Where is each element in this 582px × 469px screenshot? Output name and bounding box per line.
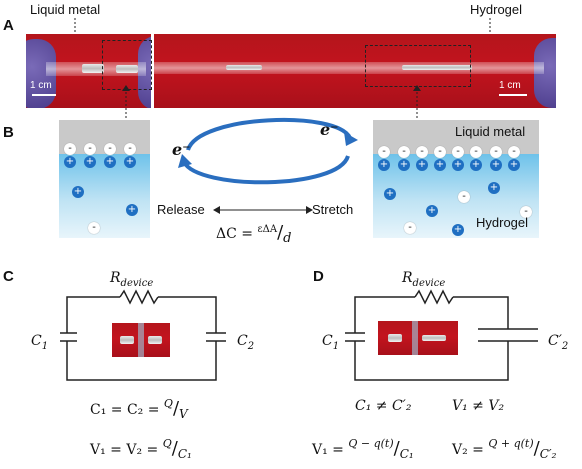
panel-label-a: A bbox=[3, 17, 14, 34]
equation-c1-c2: C₁ = C₂ = Q/V bbox=[90, 397, 188, 421]
positive-ion: + bbox=[434, 159, 446, 171]
positive-ion: + bbox=[488, 182, 500, 194]
negative-ion: - bbox=[508, 146, 520, 158]
hydrogel-label: Hydrogel bbox=[470, 2, 523, 17]
circuit-c bbox=[60, 289, 226, 381]
delta-c-lhs: ΔC = bbox=[216, 226, 258, 242]
negative-ion: - bbox=[470, 146, 482, 158]
positive-ion: + bbox=[104, 156, 116, 168]
device-photo-c bbox=[112, 323, 170, 357]
positive-ion: + bbox=[490, 159, 502, 171]
positive-ion: + bbox=[124, 156, 136, 168]
positive-ion: + bbox=[72, 186, 84, 198]
negative-ion: - bbox=[378, 146, 390, 158]
release-label: Release bbox=[157, 202, 205, 217]
photo-stretched: 1 cm bbox=[154, 34, 556, 108]
zoom-box-right bbox=[365, 45, 471, 87]
panel-label-b: B bbox=[3, 124, 14, 141]
equation-v2-d: V₂ = Q + q(t)/C′₂ bbox=[452, 437, 557, 461]
positive-ion: + bbox=[378, 159, 390, 171]
resistor-label-c: Rdevice bbox=[110, 270, 154, 289]
positive-ion: + bbox=[416, 159, 428, 171]
c1-label-d: C1 bbox=[322, 333, 340, 352]
negative-ion: - bbox=[88, 222, 100, 234]
equation-v1-d: V₁ = Q − q(t)/C₁ bbox=[312, 437, 414, 461]
c2-label-c: C2 bbox=[237, 333, 255, 352]
negative-ion: - bbox=[458, 191, 470, 203]
delta-c-num: εΔA bbox=[257, 224, 278, 235]
negative-ion: - bbox=[398, 146, 410, 158]
scale-bar-label-left: 1 cm bbox=[30, 80, 52, 91]
positive-ion: + bbox=[426, 205, 438, 217]
panel-label-c: C bbox=[3, 268, 14, 285]
negative-ion: - bbox=[452, 146, 464, 158]
negative-ion: - bbox=[84, 143, 96, 155]
negative-ion: - bbox=[520, 206, 532, 218]
panel-label-d: D bbox=[313, 268, 324, 285]
liquid-metal-label-b: Liquid metal bbox=[455, 124, 526, 139]
negative-ion: - bbox=[124, 143, 136, 155]
positive-ion: + bbox=[470, 159, 482, 171]
electron-label-right: e⁻ bbox=[320, 120, 339, 139]
photo-unstretched: 1 cm bbox=[26, 34, 151, 108]
delta-c-den: d bbox=[283, 231, 292, 246]
electron-label-left: e⁻ bbox=[172, 140, 191, 159]
c2-prime-label-d: C′2 bbox=[548, 333, 569, 352]
released-interface-diagram bbox=[59, 120, 150, 238]
positive-ion: + bbox=[398, 159, 410, 171]
positive-ion: + bbox=[64, 156, 76, 168]
positive-ion: + bbox=[126, 204, 138, 216]
liquid-metal-label: Liquid metal bbox=[30, 2, 101, 17]
device-photo-d bbox=[378, 321, 458, 355]
equation-v1-v2: V₁ = V₂ = Q/C₁ bbox=[90, 437, 192, 461]
release-stretch-arrow bbox=[213, 206, 313, 214]
positive-ion: + bbox=[508, 159, 520, 171]
stretch-label: Stretch bbox=[312, 202, 354, 217]
negative-ion: - bbox=[416, 146, 428, 158]
positive-ion: + bbox=[384, 188, 396, 200]
circuit-d bbox=[345, 289, 538, 381]
charge-cycle-arrows bbox=[178, 118, 358, 185]
inequality-v: V₁ ≠ V₂ bbox=[452, 398, 505, 414]
negative-ion: - bbox=[404, 222, 416, 234]
hydrogel-label-b: Hydrogel bbox=[476, 215, 529, 230]
c1-label-c: C1 bbox=[31, 333, 49, 352]
zoom-connectors bbox=[122, 85, 421, 121]
inequality-c: C₁ ≠ C′₂ bbox=[355, 398, 412, 414]
resistor-label-d: Rdevice bbox=[402, 270, 446, 289]
scale-bar-label-right: 1 cm bbox=[499, 80, 521, 91]
negative-ion: - bbox=[434, 146, 446, 158]
positive-ion: + bbox=[84, 156, 96, 168]
negative-ion: - bbox=[64, 143, 76, 155]
positive-ion: + bbox=[452, 159, 464, 171]
positive-ion: + bbox=[452, 224, 464, 236]
zoom-box-left bbox=[102, 40, 152, 90]
negative-ion: - bbox=[490, 146, 502, 158]
negative-ion: - bbox=[104, 143, 116, 155]
capacitance-change-equation: ΔC = εΔA/d bbox=[216, 222, 292, 246]
